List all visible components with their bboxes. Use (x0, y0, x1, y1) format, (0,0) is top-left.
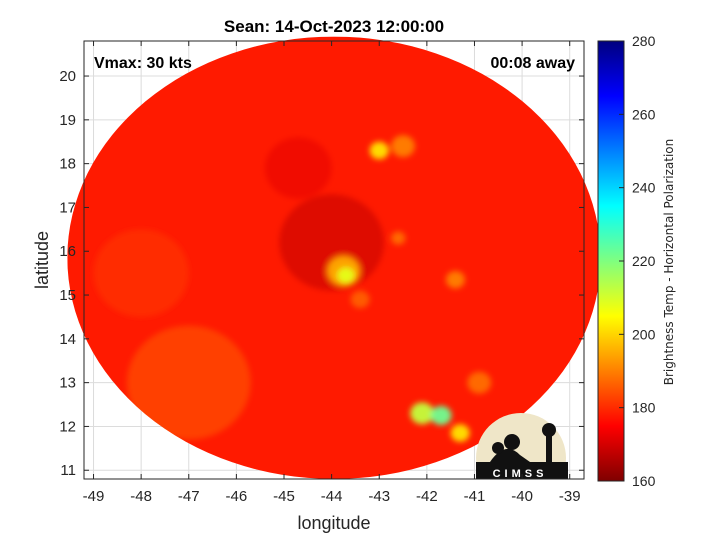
x-tick-label: -41 (464, 488, 486, 505)
x-tick-label: -48 (130, 488, 152, 505)
colorbar-tick-label: 160 (632, 473, 656, 489)
y-tick-label: 16 (59, 243, 76, 260)
x-tick-label: -40 (511, 488, 533, 505)
brightness-feature (93, 229, 189, 317)
y-tick-label: 14 (59, 331, 76, 348)
colorbar-ticks: 160 180 200 220 240 260 280 (619, 33, 656, 489)
swath-heatmap (67, 36, 601, 479)
brightness-feature (445, 270, 465, 289)
x-tick-label: -42 (416, 488, 438, 505)
colorbar: 160 180 200 220 240 260 280 Brightness Temp - … (597, 33, 676, 489)
y-axis-ticks: 11 12 13 14 15 16 17 18 19 20 (59, 68, 584, 479)
chart-title: Sean: 14-Oct-2023 12:00:00 (224, 17, 444, 36)
y-tick-label: 15 (59, 287, 76, 304)
y-tick-label: 19 (59, 112, 76, 129)
colorbar-tick-label: 280 (632, 33, 656, 49)
colorbar-tick-label: 220 (632, 253, 656, 269)
y-tick-label: 13 (59, 375, 76, 392)
axes-frame (83, 40, 585, 480)
x-tick-label: -47 (178, 488, 200, 505)
cimss-logo: CIMSS (476, 413, 568, 480)
brightness-feature (391, 135, 415, 158)
brightness-feature (350, 290, 370, 309)
brightness-feature (337, 267, 355, 284)
brightness-feature (391, 231, 406, 245)
y-tick-label: 12 (59, 418, 76, 435)
colorbar-tick-label: 240 (632, 180, 656, 196)
x-axis-ticks: -49 -48 -47 -46 -45 -44 -43 -42 -41 -40 -39 (83, 41, 581, 505)
y-tick-label: 11 (60, 462, 76, 479)
x-tick-label: -45 (273, 488, 295, 505)
x-tick-label: -49 (83, 488, 105, 505)
brightness-feature (467, 371, 492, 394)
brightness-feature (450, 424, 470, 442)
x-axis-label: longitude (297, 513, 370, 533)
colorbar-label: Brightness Temp - Horizontal Polarizatio… (662, 139, 676, 386)
y-tick-label: 20 (59, 68, 76, 85)
x-tick-label: -43 (368, 488, 390, 505)
logo-text: CIMSS (493, 468, 548, 480)
brightness-feature (410, 402, 434, 425)
x-tick-label: -44 (321, 488, 343, 505)
time-away-annotation: 00:08 away (490, 55, 575, 72)
y-tick-label: 17 (59, 199, 76, 216)
colorbar-tick-label: 200 (632, 326, 656, 342)
colorbar-tick-label: 180 (632, 400, 656, 416)
y-tick-label: 18 (59, 156, 76, 173)
y-axis-label: latitude (32, 231, 52, 289)
brightness-feature (264, 137, 332, 199)
x-tick-label: -46 (226, 488, 248, 505)
brightness-feature (126, 325, 251, 440)
brightness-feature (430, 405, 452, 426)
vmax-annotation: Vmax: 30 kts (94, 55, 192, 72)
colorbar-tick-label: 260 (632, 106, 656, 122)
brightness-feature (369, 141, 389, 160)
x-tick-label: -39 (559, 488, 581, 505)
